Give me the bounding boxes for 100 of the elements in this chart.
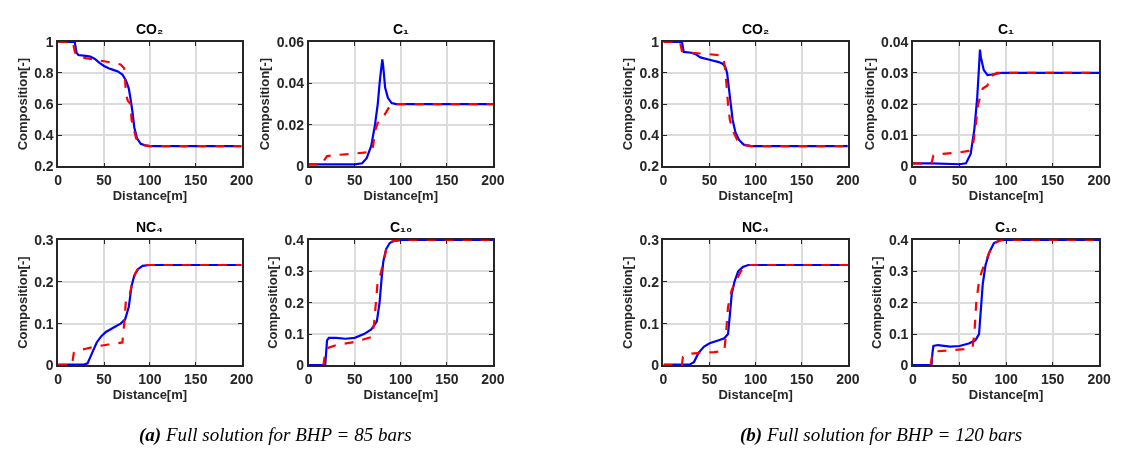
chart-title: CO₂	[136, 21, 164, 37]
x-tick-label: 100	[743, 171, 768, 188]
x-tick-label: 200	[1087, 171, 1112, 188]
y-tick-label: 0	[296, 158, 305, 175]
x-axis-title: Distance[m]	[718, 387, 793, 403]
y-tick-label: 0	[900, 158, 909, 175]
chart-title: CO₂	[742, 21, 770, 37]
line-series	[308, 103, 493, 166]
x-tick-label: 50	[951, 371, 968, 388]
text: (b) Full solution for BHP = 120 bars	[740, 424, 1023, 446]
y-tick-label: 0.8	[639, 64, 660, 81]
chart-title: C₁₀	[995, 219, 1018, 235]
y-axis-title: Composition[-]	[869, 256, 885, 349]
y-tick-label: 0.2	[34, 273, 54, 290]
y-tick-label: 0.2	[284, 294, 305, 311]
x-tick-label: 50	[701, 371, 718, 388]
x-axis-title: Distance[m]	[112, 187, 188, 203]
x-tick-label: 100	[389, 171, 413, 188]
y-tick-label: 0.2	[639, 158, 660, 175]
y-tick-label: 0.01	[881, 127, 909, 144]
line-series	[663, 41, 848, 148]
chart-title: C₁₀	[390, 219, 413, 235]
y-tick-label: 0.8	[34, 64, 54, 81]
y-axis-title: Composition[-]	[257, 57, 273, 151]
x-tick-label: 150	[790, 171, 814, 188]
y-tick-label: 1	[45, 33, 54, 50]
x-tick-label: 200	[481, 171, 505, 188]
chart-title: C₁	[393, 21, 410, 37]
y-tick-label: 0.1	[888, 325, 909, 342]
x-axis-title: Distance[m]	[112, 387, 188, 403]
y-axis-title: Composition[-]	[861, 57, 877, 151]
y-axis-title: Composition[-]	[265, 256, 281, 349]
y-tick-label: 0.3	[284, 263, 305, 280]
y-tick-label: 0.04	[276, 75, 305, 92]
x-tick-label: 100	[994, 371, 1018, 388]
text: (a) Full solution for BHP = 85 bars	[139, 424, 412, 446]
y-axis-title: Composition[-]	[14, 256, 30, 349]
y-tick-label: 0.04	[881, 33, 909, 50]
x-tick-label: 150	[435, 171, 459, 188]
x-tick-label: 150	[790, 371, 814, 388]
x-axis-title: Distance[m]	[718, 187, 793, 203]
line-series	[58, 263, 242, 366]
x-tick-label: 50	[346, 371, 363, 388]
x-tick-label: 150	[1040, 371, 1065, 388]
chart-title: C₁	[998, 21, 1015, 37]
y-tick-label: 0.1	[34, 315, 54, 332]
x-tick-label: 100	[138, 171, 162, 188]
y-tick-label: 0.2	[888, 294, 909, 311]
x-tick-label: 200	[1087, 371, 1112, 388]
x-tick-label: 100	[743, 371, 768, 388]
y-tick-label: 0	[296, 357, 305, 374]
y-tick-label: 0.3	[639, 231, 660, 248]
x-tick-label: 150	[184, 371, 208, 388]
y-tick-label: 1	[651, 33, 660, 50]
x-tick-label: 100	[389, 371, 413, 388]
chart-title: NC₄	[742, 219, 769, 235]
x-tick-label: 50	[96, 171, 113, 188]
x-tick-label: 50	[951, 171, 968, 188]
y-axis-title: Composition[-]	[14, 57, 30, 151]
x-axis-title: Distance[m]	[363, 387, 438, 403]
x-axis-title: Distance[m]	[968, 187, 1044, 203]
x-tick-label: 50	[96, 371, 113, 388]
y-tick-label: 0.3	[888, 263, 909, 280]
y-tick-label: 0.4	[888, 231, 909, 248]
x-tick-label: 150	[1040, 171, 1065, 188]
y-tick-label: 0.1	[284, 325, 305, 342]
y-tick-label: 0.02	[881, 96, 909, 113]
x-tick-label: 100	[138, 371, 162, 388]
y-tick-label: 0	[900, 357, 909, 374]
y-tick-label: 0.1	[639, 315, 660, 332]
y-tick-label: 0.2	[639, 273, 660, 290]
x-tick-label: 150	[184, 171, 208, 188]
y-tick-label: 0.6	[639, 96, 660, 113]
y-tick-label: 0.03	[881, 64, 909, 81]
x-tick-label: 200	[836, 371, 860, 388]
x-axis-title: Distance[m]	[968, 387, 1044, 403]
y-tick-label: 0.4	[34, 127, 54, 144]
x-tick-label: 200	[836, 171, 860, 188]
line-series	[58, 41, 242, 148]
y-axis-title: Composition[-]	[619, 57, 635, 151]
x-tick-label: 100	[994, 171, 1018, 188]
x-tick-label: 150	[435, 371, 459, 388]
y-tick-label: 0.2	[34, 158, 54, 175]
x-tick-label: 50	[701, 171, 718, 188]
chart-title: NC₄	[136, 219, 163, 235]
y-tick-label: 0.06	[276, 33, 305, 50]
x-tick-label: 200	[229, 371, 254, 388]
x-tick-label: 50	[346, 171, 363, 188]
line-series	[663, 263, 848, 366]
y-tick-label: 0.6	[34, 96, 54, 113]
y-tick-label: 0	[651, 357, 660, 374]
x-axis-title: Distance[m]	[363, 187, 438, 203]
y-tick-label: 0.4	[639, 127, 660, 144]
y-axis-title: Composition[-]	[619, 256, 635, 349]
x-tick-label: 200	[481, 371, 505, 388]
y-tick-label: 0.3	[34, 231, 54, 248]
y-tick-label: 0	[45, 357, 54, 374]
x-tick-label: 200	[229, 171, 254, 188]
y-tick-label: 0.02	[276, 116, 305, 133]
y-tick-label: 0.4	[284, 231, 305, 248]
